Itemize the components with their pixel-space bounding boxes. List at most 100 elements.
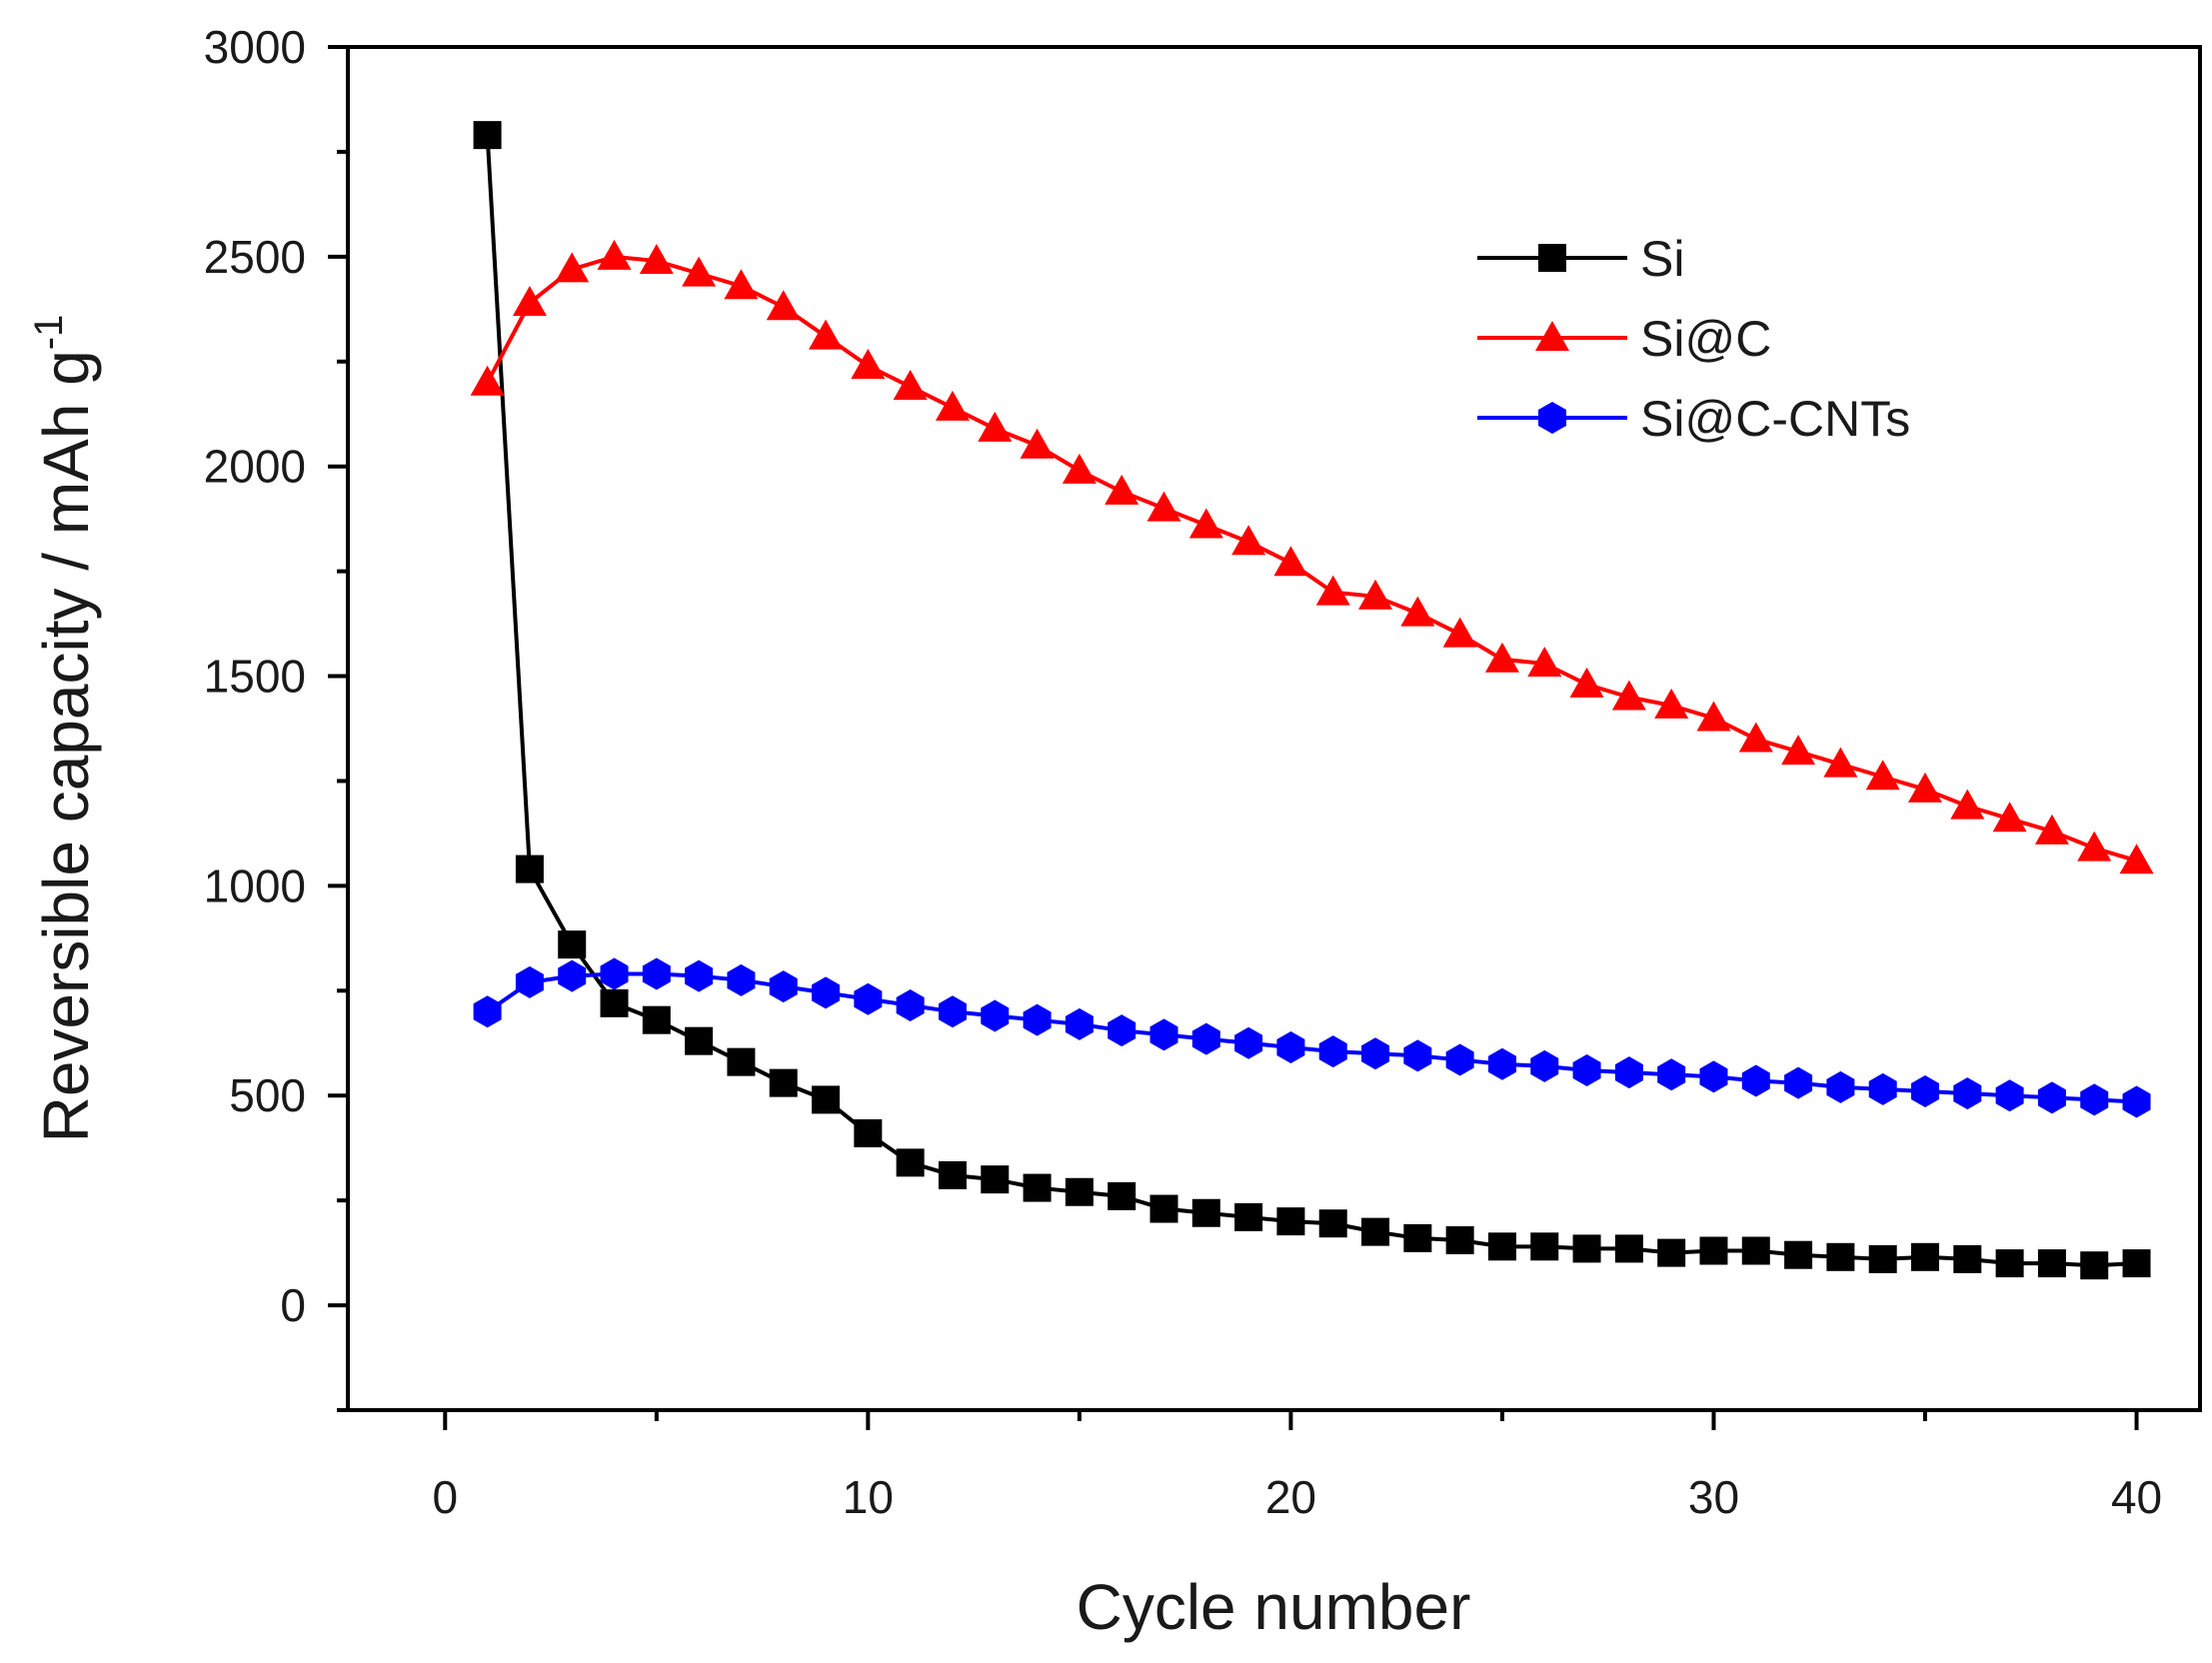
legend-label-si: Si	[1640, 231, 1684, 287]
data-point-si-at-c-cnts	[1530, 1049, 1559, 1082]
data-point-si-at-c-cnts	[769, 970, 798, 1003]
legend-entry-si: Si	[1477, 231, 1684, 287]
legend-label-si-at-c: Si@C	[1640, 311, 1771, 367]
data-point-si	[600, 988, 629, 1017]
y-tick-label: 0	[280, 1279, 306, 1331]
data-point-si	[685, 1026, 714, 1055]
data-point-si	[1614, 1234, 1643, 1263]
data-point-si-at-c-cnts	[1657, 1058, 1686, 1091]
data-point-si-at-c-cnts	[1614, 1056, 1643, 1089]
data-point-si-at-c-cnts	[1318, 1035, 1347, 1068]
data-point-si-at-c-cnts	[1487, 1047, 1516, 1080]
x-tick-label: 30	[1688, 1471, 1739, 1523]
data-point-si-at-c	[1569, 667, 1604, 698]
data-point-si-at-c	[1781, 735, 1816, 766]
data-point-si-at-c-cnts	[2037, 1081, 2066, 1114]
data-point-si	[896, 1148, 925, 1177]
x-tick-label: 20	[1265, 1471, 1316, 1523]
data-point-si-at-c-cnts	[1572, 1054, 1601, 1087]
x-tick-label: 10	[843, 1471, 894, 1523]
data-point-si	[1191, 1198, 1220, 1227]
data-point-si-at-c	[851, 348, 886, 379]
data-point-si-at-c	[935, 390, 970, 421]
data-point-si	[981, 1165, 1010, 1194]
data-point-si	[1741, 1236, 1770, 1265]
legend-marker-si	[1538, 244, 1566, 272]
data-point-si	[1276, 1207, 1305, 1236]
data-point-si-at-c-cnts	[1361, 1037, 1390, 1070]
data-point-si	[1149, 1194, 1178, 1223]
data-point-si	[854, 1119, 883, 1148]
y-tick-label: 1000	[204, 859, 306, 911]
data-point-si-at-c-cnts	[938, 995, 967, 1028]
legend-entry-si-at-c-cnts: Si@C-CNTs	[1477, 391, 1910, 447]
data-point-si-at-c	[555, 252, 590, 283]
data-point-si-at-c-cnts	[473, 995, 502, 1028]
data-point-si-at-c-cnts	[1403, 1039, 1432, 1072]
x-tick-labels: 0 10 20 30 40	[433, 1471, 2163, 1523]
data-point-si-at-c-cnts	[558, 959, 587, 992]
data-point-si-at-c-cnts	[1191, 1022, 1220, 1055]
data-point-si-at-c	[893, 369, 928, 400]
data-point-si	[2037, 1249, 2066, 1278]
y-tick-label: 2000	[204, 441, 306, 493]
data-point-si-at-c	[597, 239, 632, 270]
data-point-si-at-c-cnts	[1023, 1003, 1052, 1036]
data-point-si-at-c	[1188, 508, 1223, 539]
data-point-si-at-c-cnts	[2080, 1083, 2109, 1116]
data-point-si-at-c	[1738, 722, 1773, 753]
data-point-si	[2080, 1251, 2109, 1280]
x-tick-label: 0	[433, 1471, 459, 1523]
data-point-si-at-c	[2034, 814, 2069, 844]
legend-label-si-at-c-cnts: Si@C-CNTs	[1640, 391, 1910, 447]
data-point-si-at-c	[1484, 642, 1519, 673]
data-point-si-at-c-cnts	[1784, 1066, 1813, 1099]
data-point-si-at-c	[512, 286, 547, 317]
data-point-si-at-c	[1908, 772, 1943, 803]
data-point-si-at-c	[1020, 428, 1055, 459]
data-point-si-at-c-cnts	[2122, 1085, 2151, 1118]
data-point-si-at-c	[639, 244, 674, 275]
data-point-si	[1487, 1232, 1516, 1261]
y-tick-label: 2500	[204, 231, 306, 283]
data-point-si-at-c	[809, 319, 844, 350]
data-point-si	[1023, 1173, 1052, 1202]
data-point-si-at-c-cnts	[1741, 1064, 1770, 1097]
data-point-si-at-c-cnts	[1868, 1072, 1897, 1105]
data-point-si	[1530, 1232, 1559, 1261]
data-point-si-at-c	[470, 365, 505, 396]
data-point-si	[1995, 1249, 2024, 1278]
series-line-si	[485, 135, 2137, 1268]
data-point-si	[812, 1085, 841, 1114]
data-point-si	[473, 121, 502, 150]
series-si-at-c	[470, 239, 2154, 874]
data-point-si-at-c-cnts	[812, 976, 841, 1009]
legend-entry-si-at-c: Si@C	[1477, 311, 1771, 367]
data-point-si-at-c-cnts	[854, 982, 883, 1015]
x-tick-label: 40	[2111, 1471, 2162, 1523]
data-point-si-at-c-cnts	[727, 963, 756, 996]
data-point-si	[1065, 1177, 1094, 1206]
data-point-si-at-c	[2077, 831, 2112, 861]
data-point-si-at-c-cnts	[1234, 1026, 1263, 1059]
y-axis-title-superscript: -1	[27, 315, 71, 351]
data-point-si-at-c	[1611, 680, 1646, 711]
series-line-si-at-c-cnts	[486, 971, 2137, 1104]
data-point-si-at-c	[766, 290, 801, 321]
data-point-si	[1699, 1236, 1728, 1265]
data-point-si-at-c-cnts	[1953, 1077, 1982, 1110]
data-point-si-at-c	[1400, 596, 1435, 627]
data-point-si	[1784, 1240, 1813, 1269]
data-point-si-at-c-cnts	[1911, 1075, 1940, 1108]
data-point-si-at-c-cnts	[685, 959, 714, 992]
data-point-si	[1657, 1238, 1686, 1267]
data-point-si-at-c	[1865, 760, 1900, 791]
data-point-si	[1234, 1202, 1263, 1231]
data-point-si	[1403, 1223, 1432, 1252]
series-si-at-c-cnts	[473, 957, 2151, 1118]
data-point-si-at-c	[1527, 646, 1562, 677]
y-tick-labels: 0 500 1000 1500 2000 2500 3000	[204, 21, 306, 1331]
data-point-si-at-c	[1273, 546, 1308, 577]
data-point-si	[769, 1068, 798, 1097]
